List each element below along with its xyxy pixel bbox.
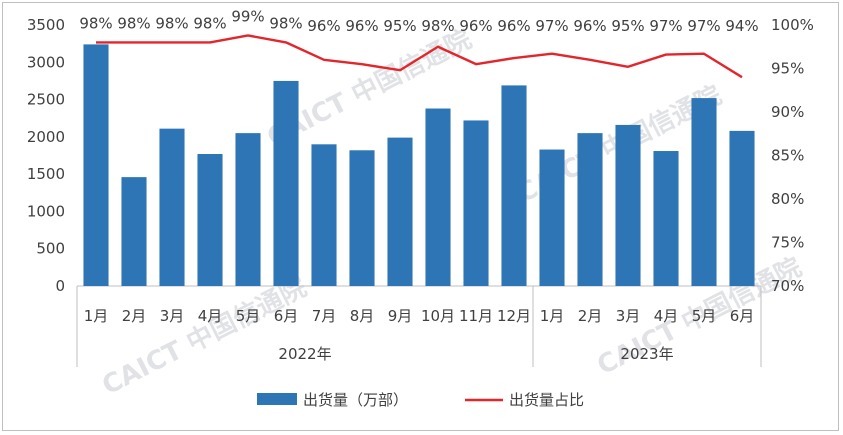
x-tick-label: 5月 [236,307,261,325]
x-tick-label: 10月 [421,307,455,325]
bar [197,154,223,286]
x-tick-label: 6月 [274,307,299,325]
x-tick-label: 7月 [312,307,337,325]
data-label: 94% [725,17,758,35]
data-label: 98% [117,14,150,32]
bar [501,85,527,286]
bar [121,177,147,286]
y-right-tick-label: 80% [771,190,804,208]
data-label: 98% [155,14,188,32]
share-line [96,34,743,79]
watermark-text: CAICT 中国信通院 [97,272,311,402]
bar [463,120,489,286]
legend-line-label: 出货量占比 [509,391,584,409]
x-tick-label: 9月 [388,307,413,325]
x-tick-label: 6月 [730,307,755,325]
legend: 出货量（万部） 出货量占比 [257,391,584,409]
legend-bar-swatch [257,393,297,405]
x-group-label: 2023年 [620,345,673,363]
bar [577,133,603,286]
axes [76,285,762,367]
data-label: 95% [383,17,416,35]
bar [691,98,717,286]
bar [349,150,375,286]
y-right-tick-label: 70% [771,277,804,295]
x-tick-label: 1月 [540,307,565,325]
data-label: 95% [611,17,644,35]
x-tick-label: 2月 [122,307,147,325]
data-label: 97% [687,17,720,35]
data-label: 98% [193,14,226,32]
x-tick-label: 4月 [198,307,223,325]
bar [235,133,261,286]
x-group-label: 2022年 [278,345,331,363]
data-label: 98% [79,14,112,32]
data-label: 98% [421,17,454,35]
x-tick-label: 12月 [497,307,531,325]
data-label: 96% [497,17,530,35]
y-right-tick-label: 75% [771,234,804,252]
data-label: 99% [231,7,264,25]
y-left-tick-label: 500 [36,240,65,258]
legend-bar-label: 出货量（万部） [303,391,408,409]
data-label: 96% [459,17,492,35]
y-left-tick-label: 1500 [27,165,65,183]
bar [539,149,565,286]
bar [615,124,641,286]
y-right-tick-label: 90% [771,103,804,121]
y-left-tick-label: 0 [55,277,65,295]
bar [83,44,109,286]
data-label: 98% [269,14,302,32]
bar [653,151,679,286]
y-right-tick-label: 100% [771,16,814,34]
data-label: 96% [573,17,606,35]
x-tick-label: 8月 [350,307,375,325]
x-tick-label: 4月 [654,307,679,325]
x-tick-label: 3月 [616,307,641,325]
bar [273,80,299,286]
y-left-tick-label: 3000 [27,53,65,71]
x-tick-label: 1月 [84,307,109,325]
bar [311,144,337,286]
bar [729,130,755,286]
y-right-tick-label: 95% [771,60,804,78]
bar [425,108,451,287]
x-tick-label: 5月 [692,307,717,325]
x-tick-label: 2月 [578,307,603,325]
y-left-tick-label: 2500 [27,91,65,109]
x-tick-label: 11月 [459,307,493,325]
y-left-tick-label: 2000 [27,128,65,146]
data-label: 97% [535,17,568,35]
data-label: 96% [345,17,378,35]
data-label: 97% [649,17,682,35]
bar [159,128,185,286]
data-label: 96% [307,17,340,35]
x-tick-label: 3月 [160,307,185,325]
y-left-tick-label: 1000 [27,202,65,220]
tick-labels: 0 500 1000 1500 2000 2500 3000 3500 70% 75% 80% 85%… [27,16,814,363]
bar-series [83,44,755,287]
data-labels: 98% 98% 98% 98% 99% 98% 96% 96% 95% 98% 96% 96% 97% 9… [79,7,758,35]
bar [387,137,413,286]
y-left-tick-label: 3500 [27,16,65,34]
line-series [96,34,743,79]
y-right-tick-label: 85% [771,147,804,165]
